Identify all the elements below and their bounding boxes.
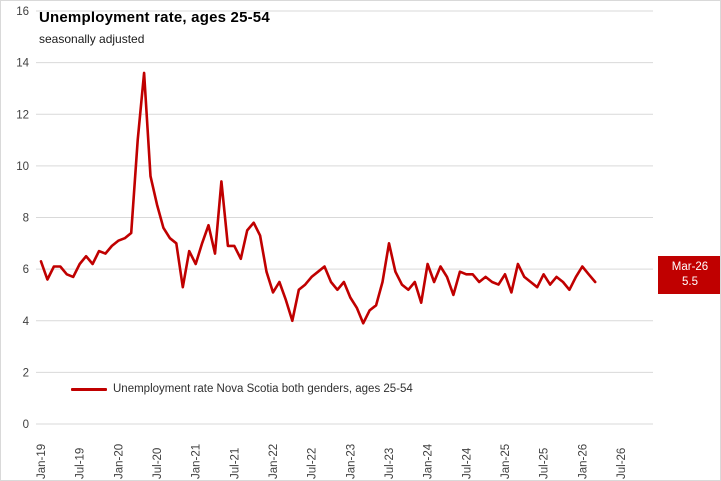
x-axis-tick-label: Jul-26: [616, 448, 628, 479]
x-axis-tick-label: Jul-25: [539, 448, 551, 479]
legend-label: Unemployment rate Nova Scotia both gende…: [113, 383, 413, 395]
y-axis-tick-label: 10: [16, 161, 29, 173]
y-axis-tick-label: 2: [23, 367, 29, 379]
x-axis-tick-label: Jul-24: [461, 447, 473, 479]
callout-value: 5.5: [682, 276, 698, 288]
x-axis-tick-label: Jan-26: [577, 444, 589, 479]
x-axis-tick-label: Jan-25: [500, 444, 512, 479]
y-axis-tick-label: 14: [16, 58, 29, 70]
y-axis-tick-label: 8: [23, 213, 29, 225]
y-axis-tick-label: 4: [23, 316, 30, 328]
callout-period-label: Mar-26: [671, 261, 709, 273]
x-axis-tick-label: Jan-21: [191, 444, 203, 479]
x-axis-tick-label: Jul-22: [307, 448, 319, 479]
x-axis-tick-label: Jan-22: [268, 444, 280, 479]
x-axis-tick-label: Jan-24: [423, 443, 435, 479]
legend-line-swatch: [71, 387, 107, 391]
chart-title: Unemployment rate, ages 25-54: [39, 9, 270, 26]
y-axis-tick-label: 6: [23, 264, 29, 276]
x-axis-tick-label: Jan-23: [345, 444, 357, 479]
legend: Unemployment rate Nova Scotia both gende…: [71, 381, 413, 397]
x-axis-tick-label: Jan-20: [113, 444, 125, 479]
x-axis-tick-label: Jul-23: [384, 448, 396, 479]
y-axis-tick-label: 0: [23, 419, 29, 431]
x-axis-tick-label: Jul-21: [229, 448, 241, 479]
x-axis-tick-label: Jan-19: [36, 444, 48, 479]
y-axis-tick-label: 12: [16, 109, 29, 121]
latest-value-callout: Mar-26 5.5: [658, 256, 720, 294]
x-axis-tick-label: Jul-19: [75, 448, 87, 479]
series-line: [39, 71, 597, 325]
y-axis-tick-label: 16: [16, 6, 29, 18]
x-axis-tick-label: Jul-20: [152, 448, 164, 479]
chart-subtitle: seasonally adjusted: [39, 32, 145, 46]
